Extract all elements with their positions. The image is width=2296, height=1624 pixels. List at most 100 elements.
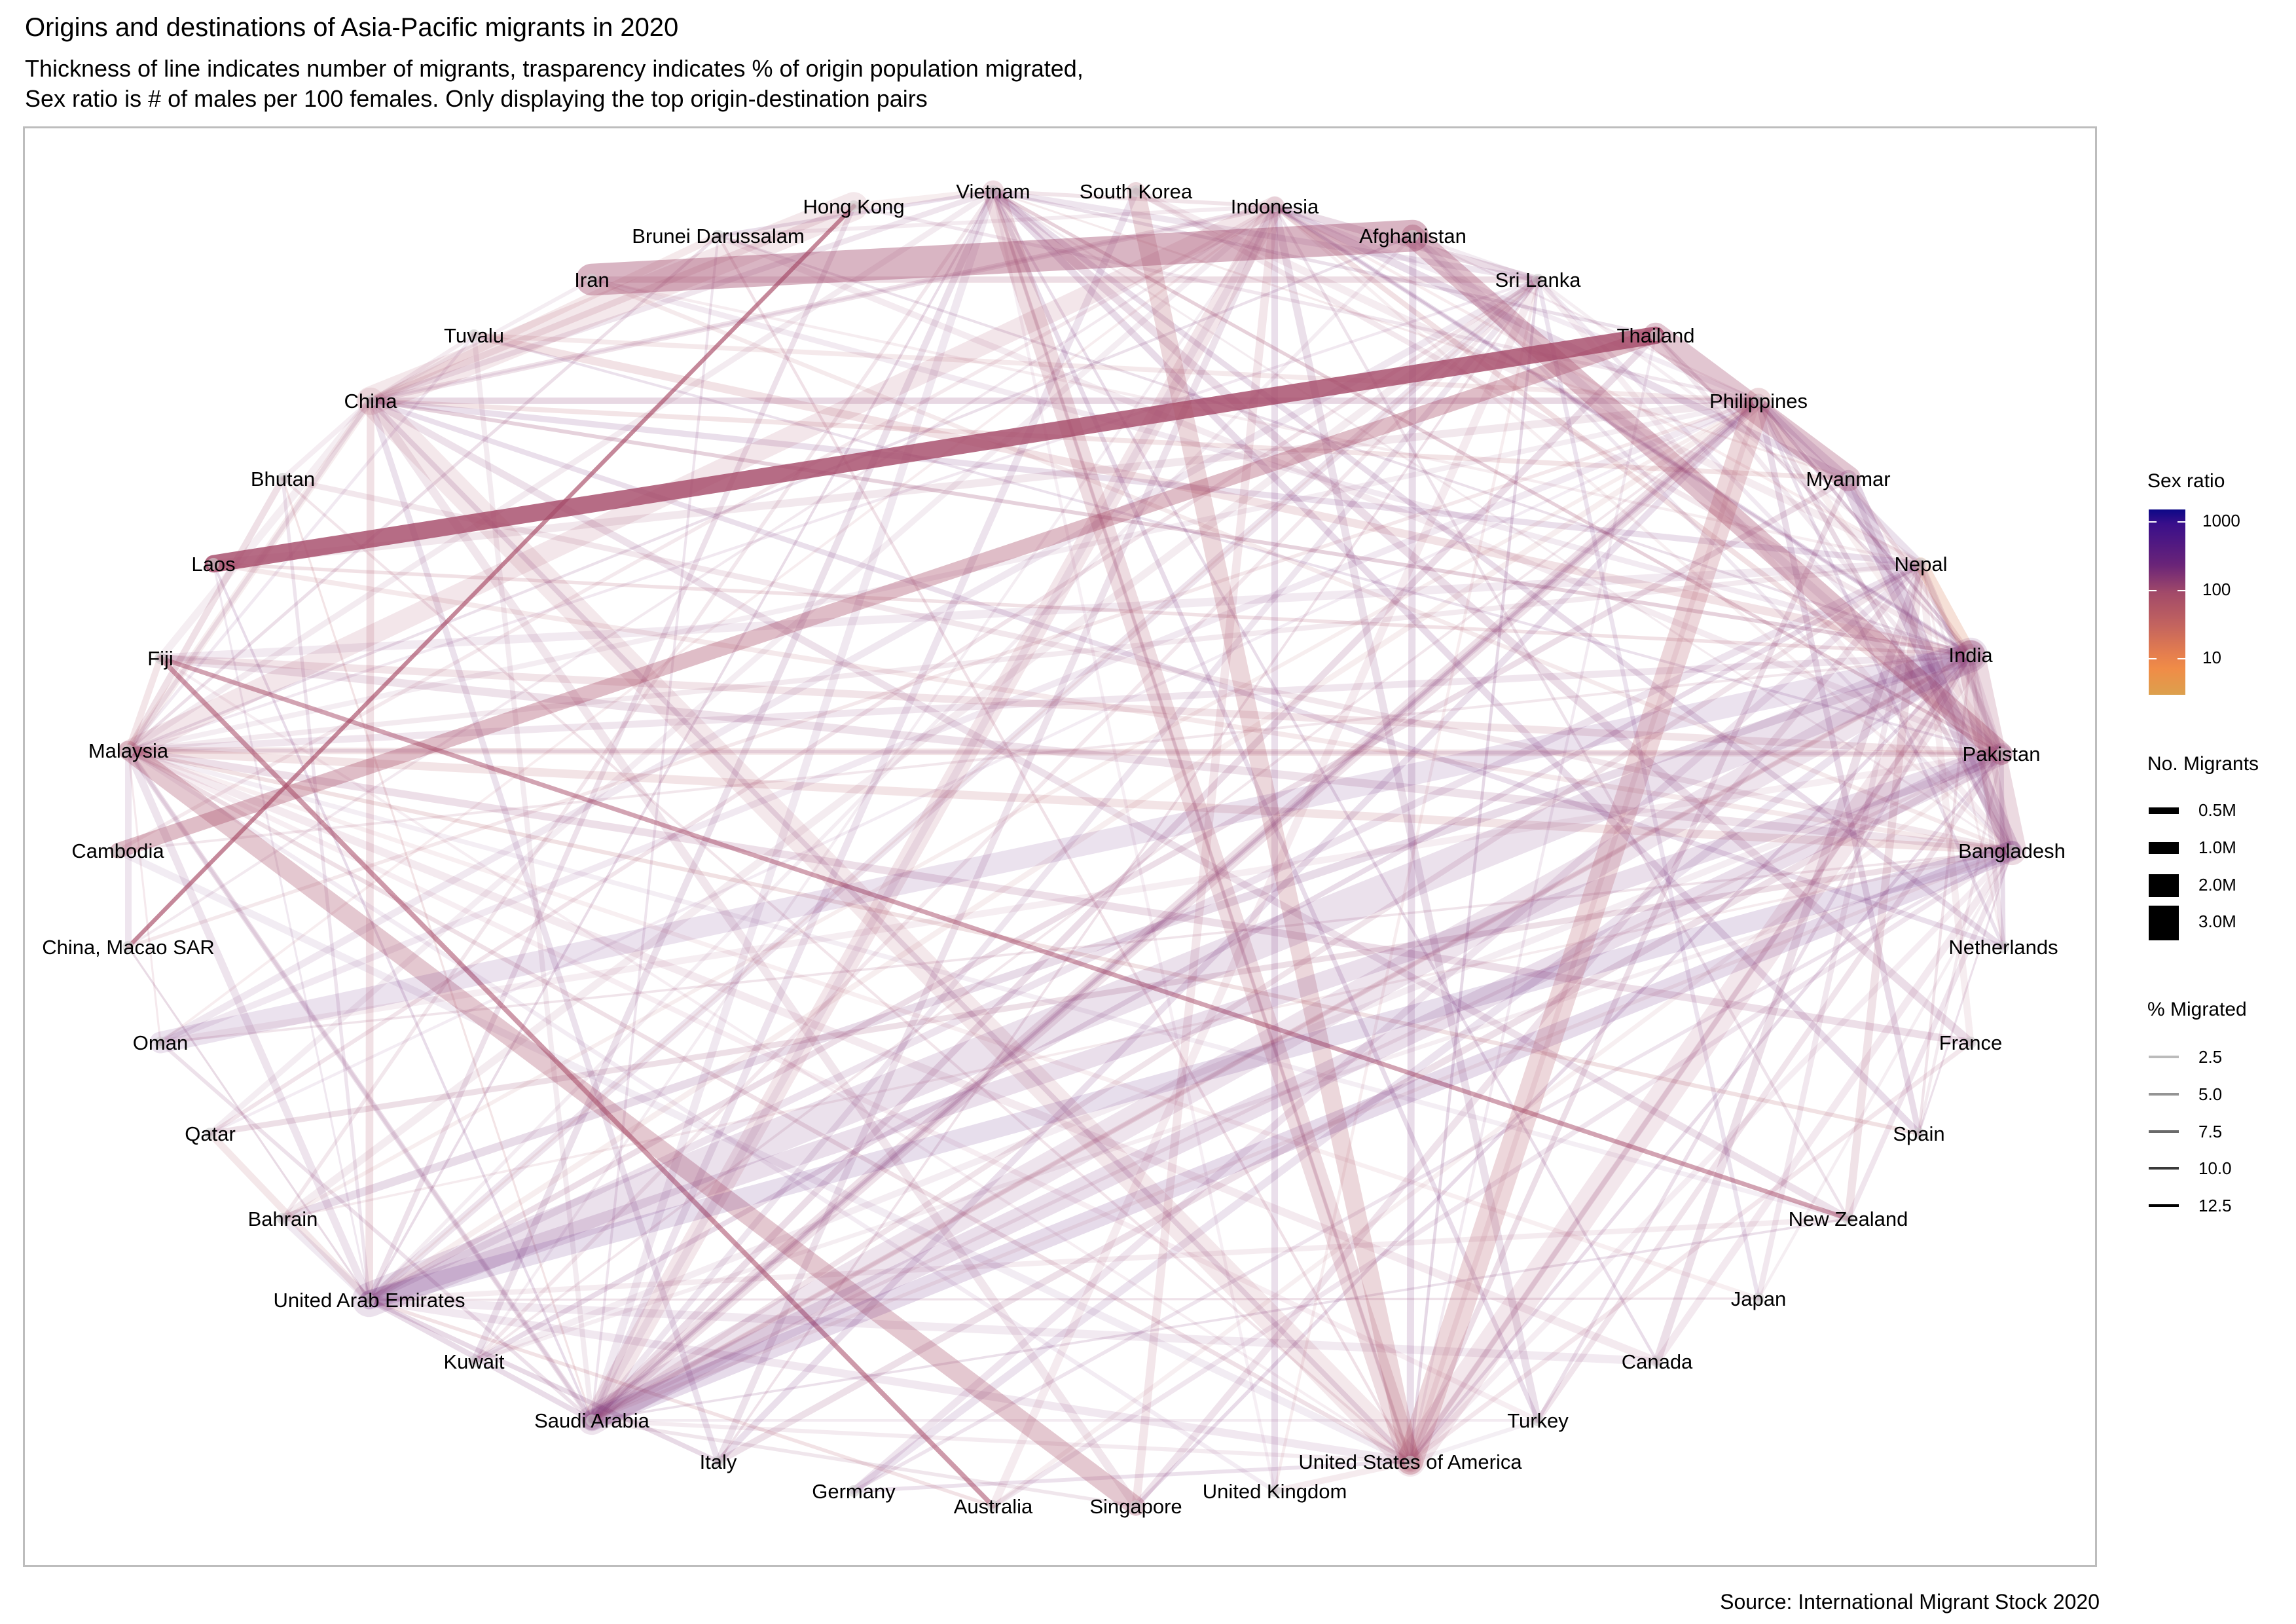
edge-minor bbox=[116, 204, 1277, 853]
edge-minor bbox=[1653, 847, 2016, 1365]
node-nepal bbox=[1915, 558, 1927, 570]
edge-minor bbox=[852, 204, 1760, 403]
edge-minor bbox=[367, 234, 1415, 1302]
edge-minor bbox=[366, 475, 1851, 1303]
edge-minor bbox=[365, 397, 374, 1304]
edge-minor bbox=[368, 190, 994, 1301]
node-label-united-kingdom: United Kingdom bbox=[1203, 1480, 1347, 1503]
edge-minor bbox=[1408, 1418, 1540, 1464]
edge-minor bbox=[1272, 204, 1761, 403]
edge-minor bbox=[279, 276, 1542, 1223]
node-label-cambodia: Cambodia bbox=[71, 840, 164, 862]
legend-number-migrants-title: No. Migrants bbox=[2147, 753, 2259, 775]
node-label-india: India bbox=[1948, 644, 1993, 667]
edge-minor bbox=[471, 848, 2014, 1364]
edge-minor bbox=[367, 232, 722, 405]
edge-minor bbox=[589, 561, 1924, 1424]
edge-minor bbox=[158, 1041, 594, 1422]
node-label-singapore: Singapore bbox=[1089, 1495, 1182, 1518]
node-italy bbox=[712, 1456, 724, 1467]
edge-minor bbox=[1536, 653, 1973, 1422]
node-label-thailand: Thailand bbox=[1617, 324, 1695, 347]
edge-minor bbox=[124, 651, 1975, 754]
node-label-qatar: Qatar bbox=[185, 1122, 236, 1145]
chart-caption: Source: International Migrant Stock 2020 bbox=[1720, 1590, 2100, 1614]
edge-minor bbox=[1407, 847, 2015, 1465]
legend-percent-entry: 10.0 bbox=[2147, 1159, 2291, 1192]
edge-minor bbox=[590, 849, 2014, 1422]
edge-minor bbox=[124, 475, 287, 754]
edge-minor bbox=[366, 203, 857, 1303]
edge-minor bbox=[365, 275, 1542, 1304]
width-key-2.0M bbox=[2149, 874, 2179, 897]
edge-myanmar-bangladesh bbox=[1839, 470, 2021, 860]
edge-minor bbox=[114, 847, 1414, 1466]
edge-minor bbox=[991, 189, 1658, 337]
edge-minor bbox=[125, 747, 595, 1424]
node-afghanistan bbox=[1407, 230, 1419, 242]
edge-minor bbox=[1132, 187, 1925, 568]
edge-minor bbox=[126, 748, 1851, 1221]
edge-minor bbox=[589, 276, 1974, 658]
edge-minor bbox=[126, 398, 1761, 753]
legend-number-label: 3.0M bbox=[2198, 912, 2236, 931]
edge-indonesia-malaysia bbox=[118, 196, 1285, 761]
edge-minor bbox=[991, 189, 1540, 1423]
colorbar-label-10: 10 bbox=[2202, 648, 2221, 667]
legend-number-migrants: No. Migrants 0.5M 1.0M 2.0M 3.0M bbox=[2147, 753, 2259, 940]
legend-percent-entry: 5.0 bbox=[2147, 1085, 2291, 1118]
edge-minor bbox=[207, 203, 1278, 1137]
edge-minor bbox=[1757, 399, 1973, 657]
edge-minor bbox=[365, 560, 1925, 1304]
edge-minor bbox=[126, 399, 1760, 949]
edge-minor bbox=[1271, 202, 1542, 284]
network-plot: Hong Kong Vietnam South Korea Indonesia Afgh… bbox=[42, 180, 2066, 1518]
edge-india-saudi-arabia bbox=[577, 640, 1986, 1435]
edge-minor bbox=[1968, 652, 2004, 756]
node-iran bbox=[586, 274, 598, 286]
edge-minor bbox=[367, 203, 857, 404]
node-sri-lanka bbox=[1532, 274, 1544, 286]
edge-minor bbox=[852, 849, 2014, 1493]
node-tuvalu bbox=[468, 329, 480, 341]
edge-minor bbox=[991, 751, 2004, 1509]
edge-minor bbox=[156, 654, 2005, 758]
edge-minor bbox=[124, 654, 164, 754]
edge-minor bbox=[367, 188, 996, 404]
edge-minor bbox=[367, 1297, 721, 1464]
edge-minor bbox=[1918, 849, 2013, 1135]
edge-minor bbox=[992, 190, 2013, 852]
edge-minor bbox=[1967, 652, 2015, 854]
edge-minor bbox=[365, 1295, 1415, 1466]
node-label-hong-kong: Hong Kong bbox=[803, 195, 904, 218]
edge-minor bbox=[991, 189, 1277, 1493]
node-canada bbox=[1651, 1356, 1663, 1367]
node-label-south-korea: South Korea bbox=[1080, 180, 1193, 203]
edge-minor bbox=[717, 278, 1539, 1463]
node-cambodia bbox=[112, 845, 124, 857]
edge-minor bbox=[1535, 277, 1761, 1301]
edge-minor bbox=[590, 278, 1923, 566]
edge-minor bbox=[368, 398, 1851, 481]
edge-china-hong-kong bbox=[356, 192, 868, 415]
edge-india-united-arab-emirates bbox=[352, 637, 1988, 1318]
alpha-key-10.0 bbox=[2149, 1167, 2179, 1170]
edge-minor bbox=[1412, 234, 1760, 402]
edge-minor bbox=[992, 190, 1850, 480]
edge-minor bbox=[1654, 333, 1973, 657]
node-label-bangladesh: Bangladesh bbox=[1958, 840, 2066, 862]
edge-minor bbox=[589, 1418, 1413, 1464]
edge-minor bbox=[1408, 1040, 1973, 1464]
node-label-iran: Iran bbox=[574, 268, 609, 291]
legend-percent-entry: 2.5 bbox=[2147, 1048, 2291, 1080]
edge-minor bbox=[991, 189, 1277, 208]
node-label-australia: Australia bbox=[954, 1495, 1033, 1518]
edge-minor bbox=[1756, 398, 2014, 853]
width-key-0.5M bbox=[2149, 807, 2179, 814]
edge-minor bbox=[1407, 397, 1762, 1465]
edge-minor bbox=[124, 747, 373, 1304]
edge-minor bbox=[159, 849, 2013, 1044]
edge-minor bbox=[126, 234, 1415, 752]
edge-minor bbox=[1757, 399, 2005, 949]
edge-minor bbox=[469, 331, 1975, 659]
